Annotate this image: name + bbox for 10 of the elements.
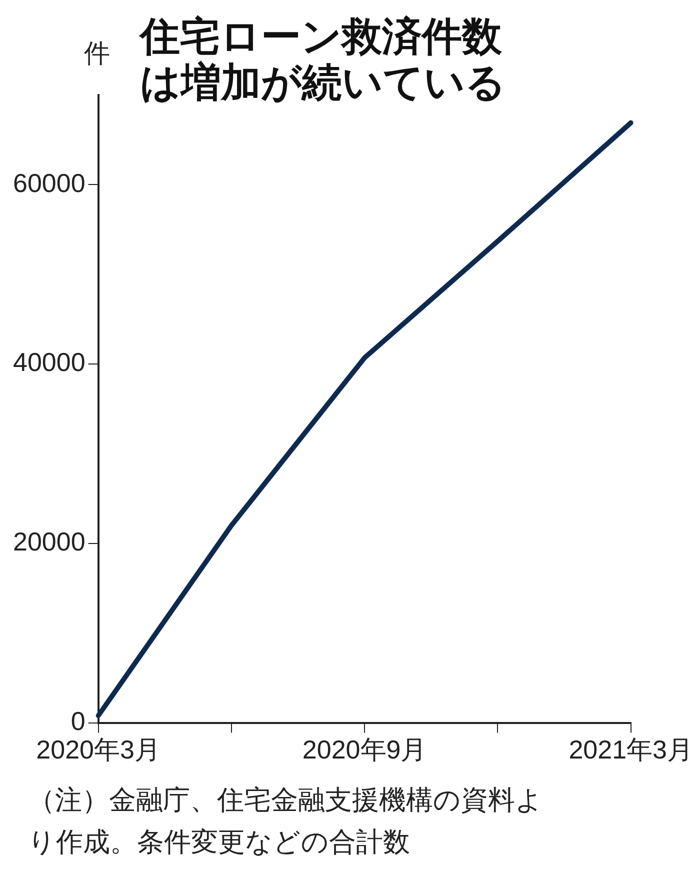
x-tick-label: 2021年3月	[568, 734, 694, 765]
y-tick-label: 20000	[12, 526, 86, 557]
y-tick-label: 40000	[12, 347, 86, 378]
text: （注）金融庁、住宅金融支援機構の資料より作成。条件変更などの合計数	[28, 784, 544, 860]
x-tick-label: 2020年9月	[302, 734, 427, 765]
y-tick-label: 0	[70, 706, 86, 736]
y-tick-label: 60000	[12, 168, 86, 198]
y-axis-title: 件	[84, 38, 110, 71]
chart-title: 住宅ローン救済件数は増加が続いている	[140, 14, 507, 106]
x-tick-label: 2020年3月	[36, 734, 160, 765]
